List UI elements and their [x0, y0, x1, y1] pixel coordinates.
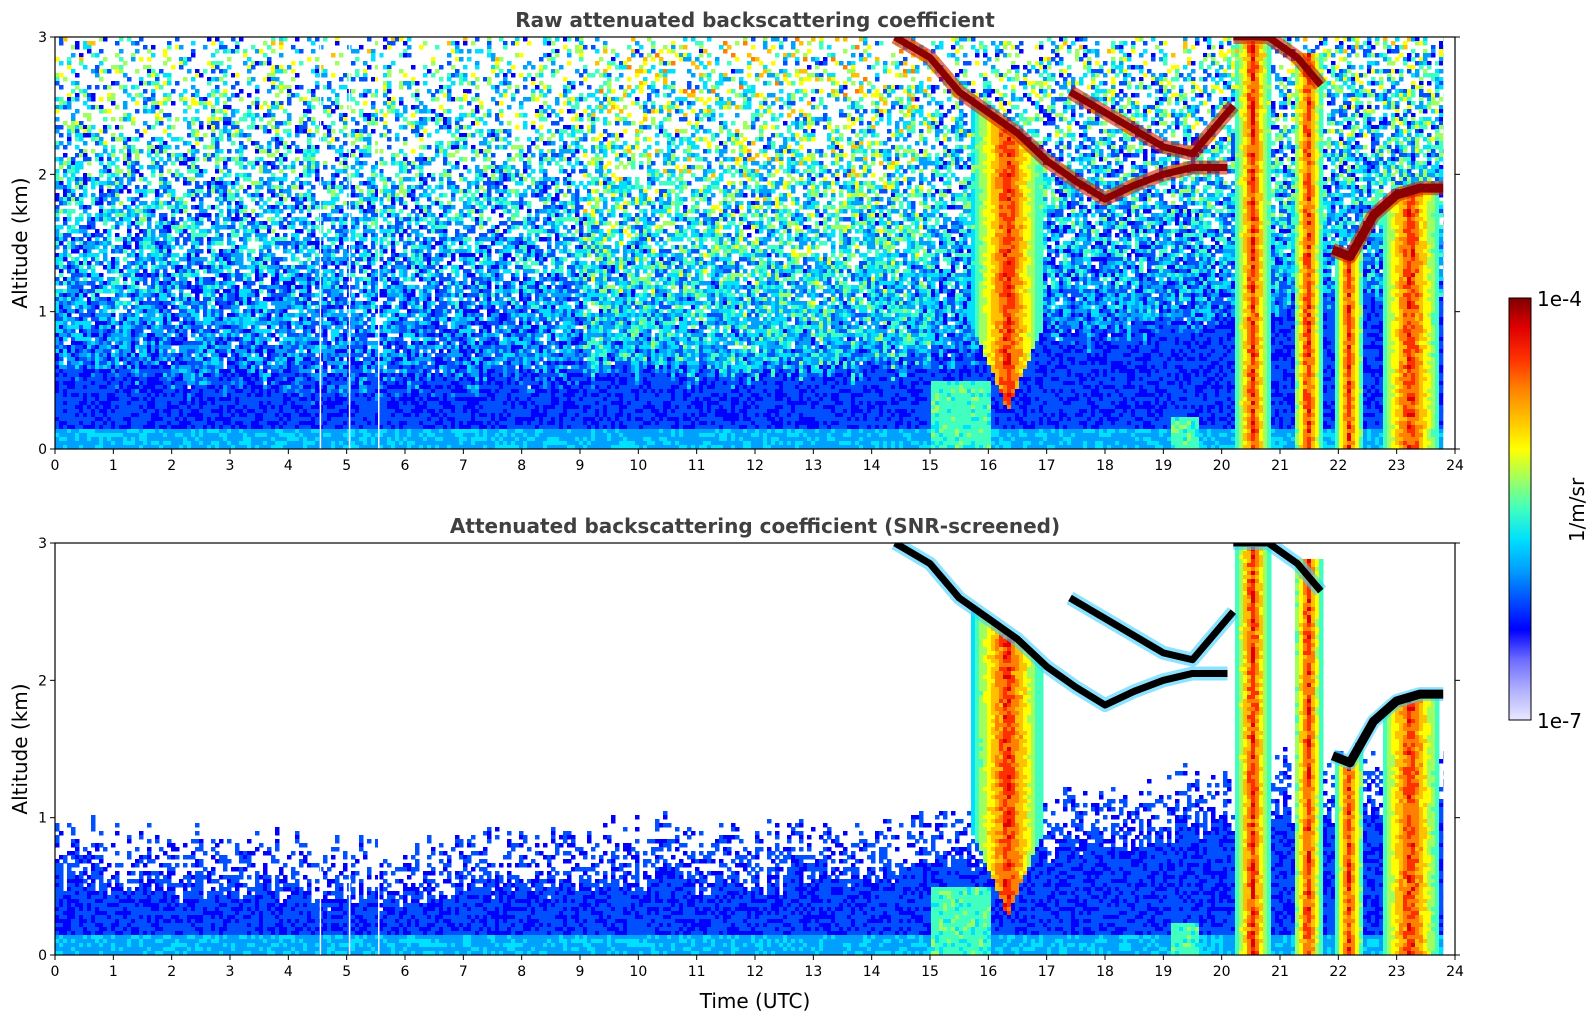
- x-tick-label: 24: [1446, 964, 1464, 980]
- x-tick-label: 21: [1271, 964, 1289, 980]
- raw-backscatter-panel: Raw attenuated backscattering coefficien…: [8, 8, 1464, 474]
- x-tick-label: 5: [342, 964, 351, 980]
- y-tick-label: 0: [38, 442, 47, 458]
- x-tick-label: 8: [517, 458, 526, 474]
- y-tick-label: 2: [38, 167, 47, 183]
- x-tick-label: 19: [1154, 458, 1172, 474]
- x-tick-label: 15: [921, 964, 939, 980]
- x-tick-label: 3: [226, 964, 235, 980]
- x-tick-label: 14: [863, 458, 881, 474]
- x-tick-label: 10: [629, 458, 647, 474]
- raw-y-axis-label: Altitude (km): [8, 177, 32, 308]
- x-tick-label: 22: [1329, 964, 1347, 980]
- colorbar-gradient: [1509, 298, 1531, 720]
- x-tick-label: 0: [51, 964, 60, 980]
- x-tick-label: 12: [746, 458, 764, 474]
- screened-panel-title: Attenuated backscattering coefficient (S…: [450, 514, 1060, 538]
- x-tick-label: 12: [746, 964, 764, 980]
- colorbar-unit-label: 1/m/sr: [1565, 477, 1589, 542]
- x-tick-label: 7: [459, 964, 468, 980]
- x-tick-label: 0: [51, 458, 60, 474]
- screened-heatmap: [55, 543, 1455, 956]
- x-tick-label: 24: [1446, 458, 1464, 474]
- x-tick-label: 11: [688, 964, 706, 980]
- x-tick-label: 16: [979, 458, 997, 474]
- x-tick-label: 9: [576, 964, 585, 980]
- x-tick-label: 4: [284, 458, 293, 474]
- x-tick-label: 17: [1038, 964, 1056, 980]
- x-tick-label: 18: [1096, 458, 1114, 474]
- x-tick-label: 15: [921, 458, 939, 474]
- colorbar-min-label: 1e-7: [1537, 709, 1582, 733]
- colorbar-max-label: 1e-4: [1537, 287, 1582, 311]
- x-tick-label: 13: [804, 964, 822, 980]
- x-tick-label: 23: [1388, 964, 1406, 980]
- y-tick-label: 0: [38, 948, 47, 964]
- x-tick-label: 16: [979, 964, 997, 980]
- x-tick-label: 18: [1096, 964, 1114, 980]
- y-tick-label: 2: [38, 673, 47, 689]
- screened-x-axis: 0 1 2 3 4 5 6 7 8 9 10 11 12 13 14 15 16 17 18 19 20 21 22 23 24: [51, 955, 1464, 980]
- x-tick-label: 21: [1271, 458, 1289, 474]
- x-tick-label: 2: [167, 964, 176, 980]
- raw-x-axis: 0 1 2 3 4 5 6 7 8 9 10 11 12 13 14 15 16 17 18 19 20 21 22 23 24: [51, 449, 1464, 474]
- raw-panel-title: Raw attenuated backscattering coefficien…: [515, 8, 995, 32]
- x-axis-label: Time (UTC): [699, 989, 811, 1013]
- x-tick-label: 1: [109, 458, 118, 474]
- x-tick-label: 4: [284, 964, 293, 980]
- x-tick-label: 19: [1154, 964, 1172, 980]
- x-tick-label: 9: [576, 458, 585, 474]
- y-tick-label: 3: [38, 30, 47, 46]
- x-tick-label: 3: [226, 458, 235, 474]
- x-tick-label: 6: [401, 964, 410, 980]
- screened-y-axis-label: Altitude (km): [8, 683, 32, 814]
- screened-backscatter-panel: Attenuated backscattering coefficient (S…: [8, 514, 1464, 1013]
- x-tick-label: 20: [1213, 964, 1231, 980]
- x-tick-label: 22: [1329, 458, 1347, 474]
- x-tick-label: 13: [804, 458, 822, 474]
- x-tick-label: 10: [629, 964, 647, 980]
- x-tick-label: 11: [688, 458, 706, 474]
- x-tick-label: 1: [109, 964, 118, 980]
- raw-heatmap: [55, 37, 1455, 450]
- x-tick-label: 5: [342, 458, 351, 474]
- x-tick-label: 17: [1038, 458, 1056, 474]
- x-tick-label: 7: [459, 458, 468, 474]
- y-tick-label: 1: [38, 305, 47, 321]
- x-tick-label: 14: [863, 964, 881, 980]
- colorbar: 1e-4 1e-7 1/m/sr: [1509, 287, 1589, 733]
- x-tick-label: 2: [167, 458, 176, 474]
- x-tick-label: 23: [1388, 458, 1406, 474]
- x-tick-label: 6: [401, 458, 410, 474]
- y-tick-label: 1: [38, 811, 47, 827]
- x-tick-label: 20: [1213, 458, 1231, 474]
- x-tick-label: 8: [517, 964, 526, 980]
- y-tick-label: 3: [38, 536, 47, 552]
